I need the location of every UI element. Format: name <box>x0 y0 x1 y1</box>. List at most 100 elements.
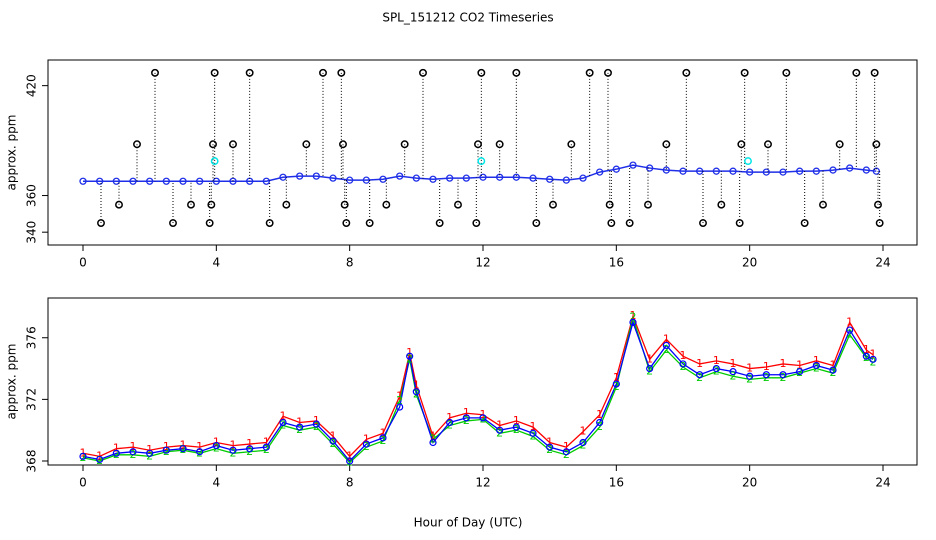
point-symbol: 1 <box>646 352 653 365</box>
point <box>479 414 487 422</box>
point <box>746 372 754 380</box>
point <box>696 371 704 379</box>
outlier-point <box>625 219 634 227</box>
point <box>512 173 520 181</box>
outlier-point <box>382 200 391 209</box>
outlier-point <box>340 200 349 209</box>
point <box>829 166 837 174</box>
point <box>446 174 454 182</box>
x-tick-label: 16 <box>609 256 624 270</box>
point <box>612 165 620 173</box>
outlier-point <box>512 68 521 77</box>
outlier-point <box>205 219 214 227</box>
chart-title: SPL_151212 CO2 Timeseries <box>382 11 553 25</box>
point-symbol: 1 <box>513 414 520 427</box>
point <box>196 448 204 456</box>
point-symbol: 1 <box>730 357 737 370</box>
point <box>646 364 654 373</box>
point <box>496 173 504 181</box>
point-symbol: 1 <box>546 436 553 449</box>
outlier-point <box>699 219 707 227</box>
outlier-point <box>585 68 594 77</box>
outlier-point <box>187 200 195 209</box>
point <box>779 168 787 176</box>
point-symbol: 1 <box>346 449 353 462</box>
outlier-point <box>819 200 827 209</box>
outlier-point <box>604 68 612 77</box>
point-symbol: 2 <box>196 446 203 459</box>
x-tick-label: 16 <box>609 476 624 490</box>
point <box>862 352 870 360</box>
outlier-point <box>97 219 105 227</box>
x-axis-label: Hour of Day (UTC) <box>414 516 523 530</box>
point-symbol: 2 <box>863 351 870 364</box>
point <box>296 172 304 180</box>
outlier-point <box>735 219 744 227</box>
point-symbol: 1 <box>813 354 820 367</box>
point <box>729 167 737 175</box>
point-symbol: 1 <box>380 426 387 439</box>
point-symbol: 1 <box>763 360 770 373</box>
point-symbol: 1 <box>130 440 137 453</box>
point <box>212 441 220 450</box>
point-symbol: 1 <box>780 357 787 370</box>
outlier-point <box>835 140 844 149</box>
point <box>96 177 104 185</box>
point <box>446 418 454 427</box>
outlier-point <box>852 68 861 77</box>
point <box>379 175 387 183</box>
point <box>462 414 470 422</box>
point <box>796 368 804 376</box>
y-tick-label: 340 <box>25 221 39 244</box>
point-symbol: 2 <box>163 445 170 458</box>
point <box>546 443 554 451</box>
outlier-point <box>477 157 486 166</box>
y-tick-label: 360 <box>25 184 39 207</box>
outlier-point <box>740 68 749 77</box>
point <box>112 449 120 457</box>
point <box>429 438 437 447</box>
point <box>612 380 620 388</box>
point-symbol: 1 <box>430 429 437 442</box>
point-symbol: 1 <box>496 419 503 432</box>
point <box>279 418 287 427</box>
point-symbol: 1 <box>613 371 620 384</box>
point <box>829 366 837 374</box>
outlier-point <box>302 140 311 149</box>
point-symbol: 2 <box>846 328 853 341</box>
point-symbol: 1 <box>413 379 420 392</box>
outlier-point <box>474 140 482 149</box>
y-tick-label: 420 <box>25 74 39 97</box>
point-symbol: 1 <box>280 409 287 422</box>
outlier-point <box>532 219 541 227</box>
series-line <box>82 314 874 458</box>
point <box>129 177 137 185</box>
outlier-point <box>454 200 462 209</box>
outlier-point <box>682 68 691 77</box>
point-symbol: 1 <box>846 315 853 328</box>
point <box>262 177 270 185</box>
outlier-point <box>874 200 882 209</box>
point <box>162 446 170 454</box>
point-symbol: 1 <box>863 343 870 356</box>
y-axis-label: approx. ppm <box>5 344 19 420</box>
x-tick-label: 12 <box>475 256 490 270</box>
outlier-point <box>339 140 347 149</box>
point-symbol: 1 <box>713 354 720 367</box>
series-line <box>82 315 874 464</box>
point-symbol: 2 <box>396 394 403 407</box>
point <box>846 326 854 334</box>
point <box>112 177 120 185</box>
outlier-point <box>607 219 616 227</box>
point <box>579 174 587 182</box>
point <box>646 164 654 172</box>
outlier-point <box>207 200 216 209</box>
point <box>346 457 354 465</box>
point-symbol: 1 <box>530 420 537 433</box>
x-tick-label: 4 <box>213 476 221 490</box>
outlier-point <box>435 219 444 227</box>
outlier-point <box>265 219 274 227</box>
point-symbol: 1 <box>680 349 687 362</box>
point <box>812 167 820 175</box>
outlier-point <box>151 68 159 77</box>
